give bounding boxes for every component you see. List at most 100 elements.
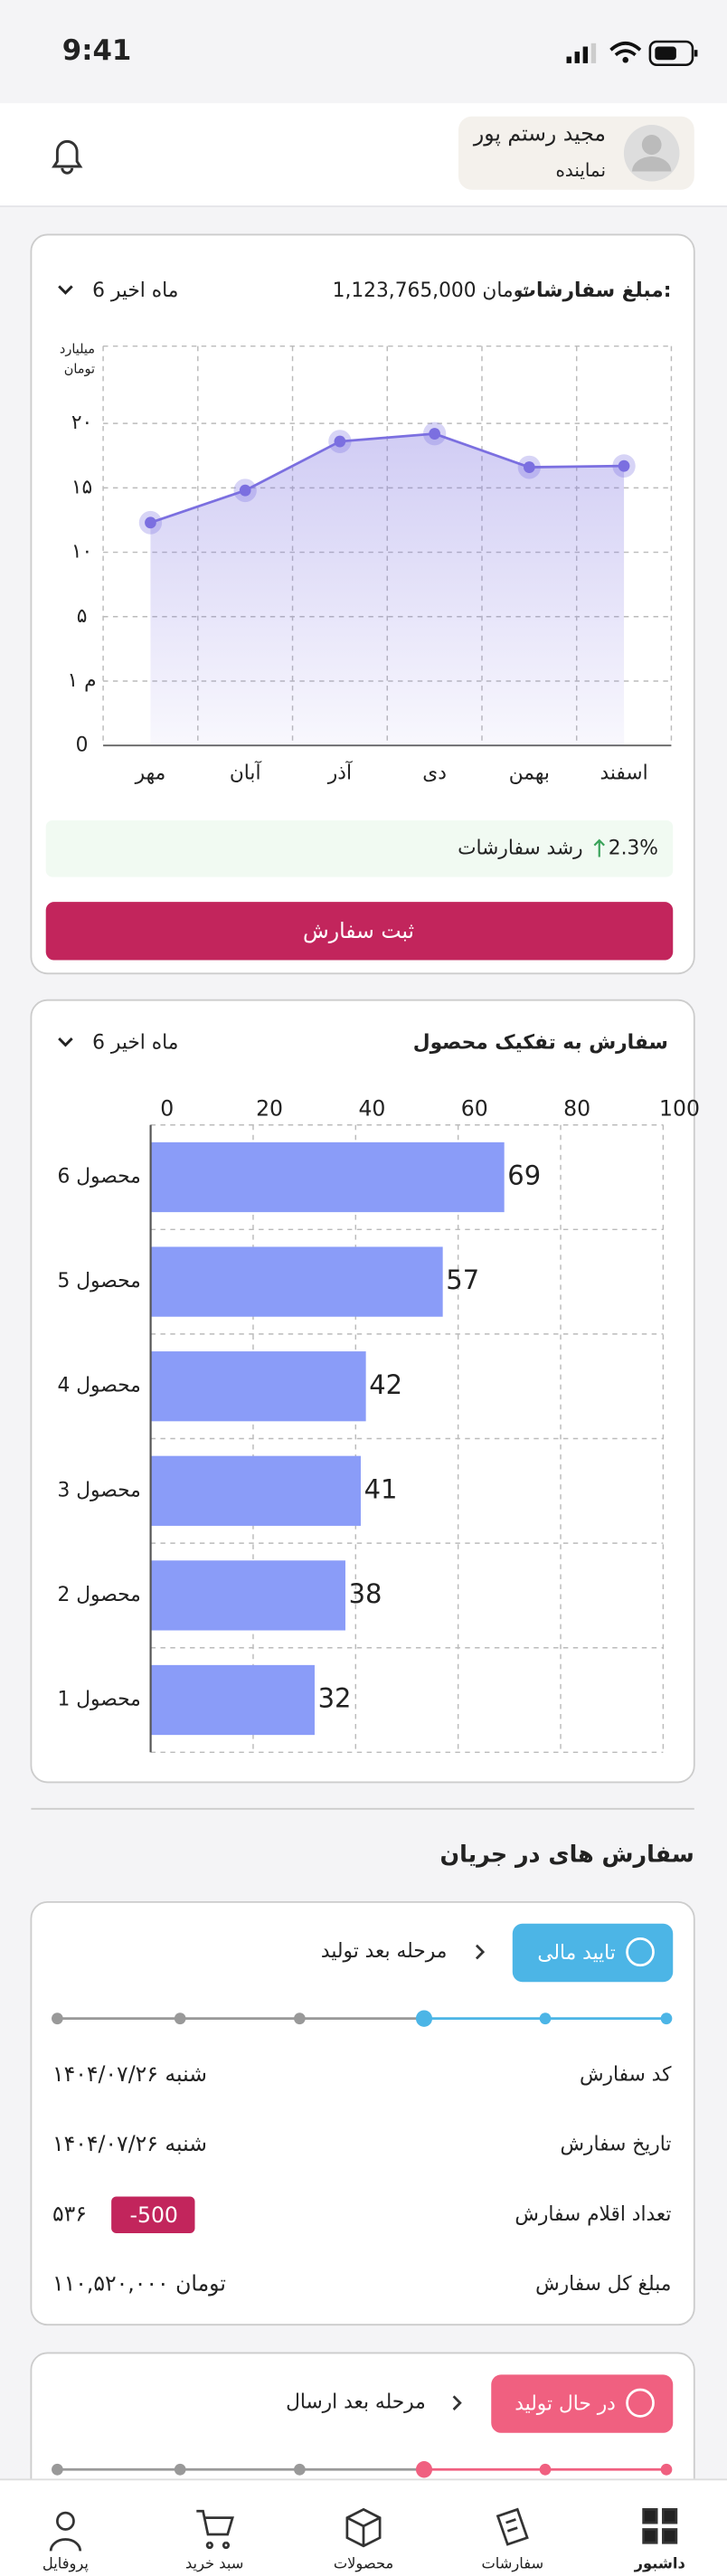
chevron <box>452 2395 462 2410</box>
bar <box>150 1141 505 1213</box>
progress <box>52 2010 673 2027</box>
nav-item[interactable]: سفارشات <box>481 2507 543 2573</box>
field-label: مبلغ کل سفارش <box>535 2273 671 2296</box>
y-tick-label: محصول 3 <box>58 1479 141 1501</box>
y-tick-label: ۱ م <box>68 669 97 692</box>
status-icon <box>626 1937 655 1967</box>
status-bar <box>0 0 727 104</box>
y-axis-label: میلیارد <box>60 341 95 356</box>
y-tick-label: ۲۰ <box>71 412 92 434</box>
bar <box>150 1560 345 1631</box>
point <box>618 459 630 472</box>
user-name: مجید رستم پور <box>473 120 606 146</box>
user-role: نماینده <box>555 159 606 181</box>
field-label: کد سفارش <box>580 2063 672 2086</box>
x-tick-label: 60 <box>461 1096 488 1122</box>
period-label: 6 ماه اخیر <box>92 279 178 302</box>
y-tick-label: ۱۰ <box>71 540 92 563</box>
x-tick-label: 100 <box>659 1096 700 1122</box>
x-tick-label: بهمن <box>509 762 550 784</box>
nav-label: سفارشات <box>481 2555 543 2573</box>
nav-icon <box>496 2507 529 2546</box>
x-tick-label: آبان <box>230 760 262 784</box>
submit-order-button[interactable] <box>45 902 674 961</box>
status-label: در حال تولید <box>515 2392 616 2415</box>
x-tick-label: 0 <box>160 1096 174 1122</box>
x-tick-label: اسفند <box>600 762 647 784</box>
bar <box>150 1664 315 1736</box>
period-dropdown[interactable]: 6 ماه اخیر <box>58 279 178 302</box>
field-label: تعداد اقلام سفارش <box>515 2203 671 2226</box>
avatar-head <box>641 135 662 156</box>
nav-item[interactable]: سبد خرید <box>185 2509 243 2573</box>
nav-item[interactable]: داشبور <box>634 2508 685 2572</box>
chart-total: 1,123,765,000 تومان <box>333 279 529 302</box>
growth-arrow <box>593 838 605 857</box>
data-label: 69 <box>507 1160 541 1190</box>
status-icon <box>626 2388 655 2418</box>
growth-box <box>45 820 674 877</box>
chevron <box>475 1944 486 1960</box>
status-icons <box>566 40 698 67</box>
y-tick-label: محصول 6 <box>58 1165 141 1188</box>
field-value: ۱۱۰,۵۲۰,۰۰۰ تومان <box>52 2270 226 2296</box>
period-label: 6 ماه اخیر <box>92 1031 178 1054</box>
x-tick-label: مهر <box>135 762 166 784</box>
next-step: مرحله بعد ارسال <box>286 2391 426 2414</box>
y-axis-label: تومان <box>64 361 95 376</box>
section-title: سفارش های در جریان <box>439 1841 694 1868</box>
status-badge <box>491 2374 674 2433</box>
nav-label: داشبور <box>634 2555 685 2572</box>
y-tick-label: ۵ <box>77 605 88 628</box>
nav-icon <box>196 2509 234 2550</box>
field-value: ۵۳۶ <box>52 2201 87 2226</box>
field-label: تاریخ سفارش <box>561 2133 672 2155</box>
quantity-badge <box>111 2196 195 2234</box>
point <box>239 484 251 497</box>
nav-label: محصولات <box>334 2555 393 2573</box>
area <box>150 433 625 746</box>
y-tick-label: محصول 2 <box>58 1584 141 1606</box>
nav-item[interactable]: پروفایل <box>42 2511 89 2573</box>
bell-button[interactable] <box>52 139 83 175</box>
status-time: 9:41 <box>62 34 132 67</box>
x-tick-label: 20 <box>256 1096 283 1122</box>
y-tick-label: محصول 5 <box>58 1270 141 1293</box>
order-card[interactable] <box>30 1900 695 2326</box>
line <box>150 432 625 525</box>
status-badge <box>512 1923 674 1983</box>
nav-item[interactable]: محصولات <box>334 2507 393 2573</box>
next-step: مرحله بعد تولید <box>321 1940 447 1963</box>
progress <box>52 2461 673 2478</box>
x-tick-label: دی <box>422 762 447 784</box>
avatar-body <box>631 156 672 172</box>
button-label: ثبت سفارش <box>303 918 414 943</box>
nav-icon <box>345 2507 382 2548</box>
period-dropdown[interactable]: 6 ماه اخیر <box>58 1031 178 1055</box>
data-label: 41 <box>364 1473 398 1504</box>
field-value: شنبه ۱۴۰۴/۰۷/۲۶ <box>52 2131 207 2156</box>
field-value: شنبه ۱۴۰۴/۰۷/۲۶ <box>52 2061 207 2087</box>
y-tick-label: ۱۵ <box>71 476 92 498</box>
data-label: 42 <box>369 1369 402 1400</box>
y-tick-label: محصول 1 <box>58 1688 141 1710</box>
point <box>524 461 535 474</box>
data-label: 38 <box>349 1578 382 1609</box>
nav-label: سبد خرید <box>185 2555 243 2573</box>
badge-label: -500 <box>130 2202 178 2228</box>
data-label: 57 <box>446 1264 479 1295</box>
point <box>145 516 156 529</box>
y-tick-label: 0 <box>76 734 89 756</box>
nav-icon <box>642 2508 678 2544</box>
x-tick-label: 40 <box>358 1096 385 1122</box>
x-tick-label: آذر <box>327 760 353 784</box>
nav-icon <box>49 2511 82 2552</box>
chart-title: سفارش به تفکیک محصول <box>413 1031 668 1054</box>
bar <box>150 1351 366 1422</box>
point <box>334 435 346 448</box>
bar <box>150 1246 443 1317</box>
chart-title: مبلغ سفارشات: <box>516 279 671 302</box>
growth-value: 2.3% <box>609 837 658 859</box>
growth-label: رشد سفارشات <box>458 837 583 859</box>
